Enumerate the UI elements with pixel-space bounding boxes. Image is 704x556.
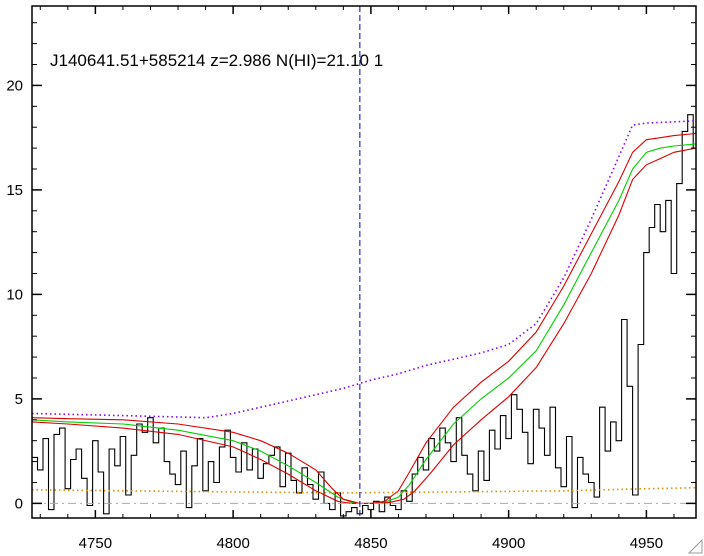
y-tick-label: 10 — [6, 286, 23, 303]
series-continuum-line — [31, 120, 697, 419]
x-tick-label: 4950 — [630, 535, 663, 552]
series-error-line — [31, 486, 697, 494]
plot-frame — [31, 5, 697, 519]
x-tick-label: 4800 — [216, 535, 249, 552]
chart-title: J140641.51+585214 z=2.986 N(HI)=21.10 1 — [50, 51, 383, 70]
y-tick-label: 5 — [15, 391, 23, 408]
y-tick-label: 20 — [6, 77, 23, 94]
series-model_upper-line — [31, 132, 697, 504]
x-tick-label: 4750 — [79, 535, 112, 552]
series-model_lower-line — [31, 147, 697, 504]
y-tick-label: 0 — [15, 495, 23, 512]
series-layer — [31, 114, 697, 517]
series-flux-line — [32, 114, 696, 517]
y-axis-ticks: 0 5 10 15 20 — [6, 22, 696, 512]
x-tick-label: 4900 — [492, 535, 525, 552]
series-model-line — [31, 143, 697, 504]
y-tick-label: 15 — [6, 182, 23, 199]
resize-grip-icon[interactable] — [687, 538, 703, 554]
x-axis-ticks: 4750 4800 4850 4900 4950 — [39, 6, 675, 552]
x-tick-label: 4850 — [354, 535, 387, 552]
